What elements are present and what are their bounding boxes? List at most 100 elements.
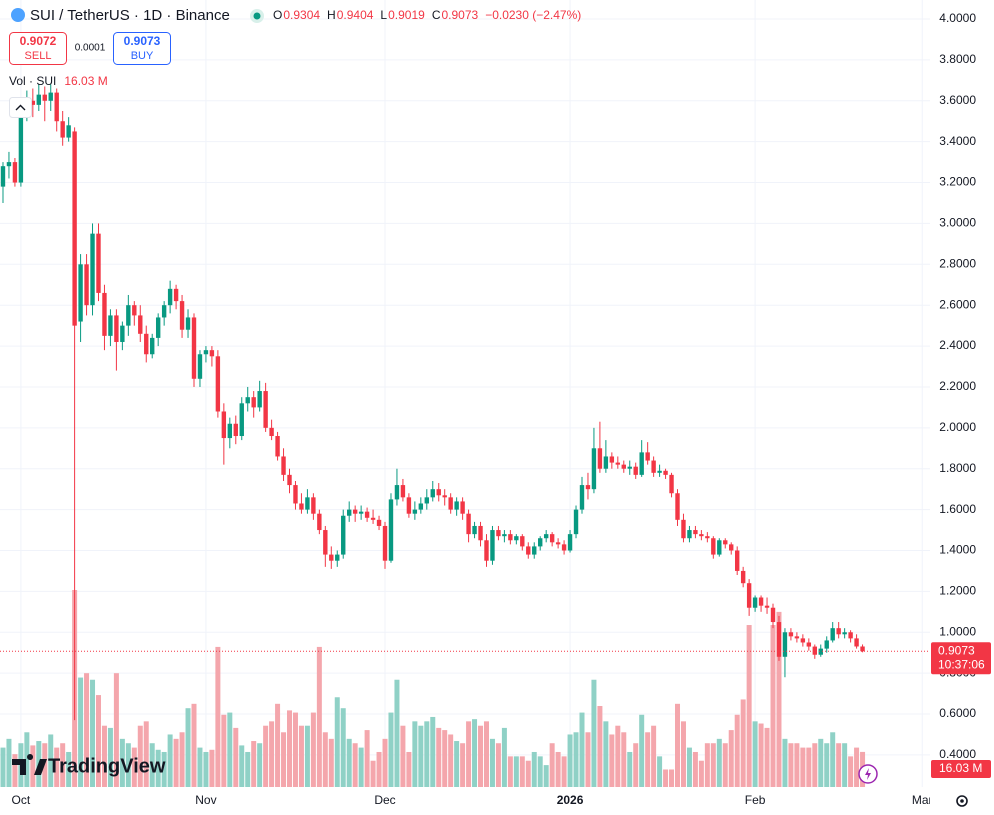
volume-bar xyxy=(95,695,101,787)
candle-body xyxy=(621,464,626,469)
candle-body xyxy=(705,536,710,539)
volume-bar xyxy=(466,721,472,787)
candle-body xyxy=(305,497,310,510)
volume-bar xyxy=(328,738,334,787)
volume-bar xyxy=(6,738,12,787)
candle-body xyxy=(848,632,853,639)
volume-bar xyxy=(782,738,788,787)
candle-body xyxy=(842,632,847,635)
volume-bar xyxy=(179,732,185,787)
volume-bar xyxy=(818,738,824,787)
candle-body xyxy=(263,391,268,428)
candle-body xyxy=(675,493,680,520)
candle-body xyxy=(472,525,477,535)
candle-body xyxy=(699,534,704,537)
x-tick-label: Mar xyxy=(912,793,933,807)
candle-body xyxy=(770,607,776,623)
volume-bar xyxy=(842,743,848,787)
candle-body xyxy=(311,497,316,514)
volume-bar xyxy=(537,756,543,787)
volume-bar xyxy=(585,732,591,787)
volume-bar xyxy=(716,738,722,787)
volume-bar xyxy=(597,706,603,787)
y-tick-label: 1.4000 xyxy=(939,543,976,557)
volume-bar xyxy=(275,703,281,787)
volume-bar xyxy=(704,743,710,787)
volume-bar xyxy=(663,769,669,787)
volume-bar xyxy=(525,760,531,787)
candle-body xyxy=(233,423,238,437)
y-tick-label: 3.2000 xyxy=(939,175,976,189)
candle-body xyxy=(376,519,382,526)
volume-bar xyxy=(215,646,221,787)
candle-body xyxy=(269,427,274,437)
volume-bar xyxy=(155,749,161,787)
volume-bar xyxy=(579,712,585,787)
volume-bar xyxy=(567,734,573,787)
candle-body xyxy=(711,538,716,555)
tv-logo xyxy=(12,754,47,775)
price-label: 0.9073 xyxy=(938,643,975,657)
candle-body xyxy=(60,121,65,138)
candle-body xyxy=(227,423,233,439)
collapse-button[interactable] xyxy=(9,97,32,118)
candle-body xyxy=(687,530,692,539)
candle-body xyxy=(281,456,286,475)
candle-body xyxy=(54,92,59,122)
y-tick-label: 0.4000 xyxy=(939,747,976,761)
volume-bar xyxy=(692,751,698,787)
candle-body xyxy=(341,515,346,555)
volume-bar xyxy=(334,697,340,787)
ohlc-value: 0.9073 xyxy=(441,8,478,22)
candle-body xyxy=(430,489,435,498)
candle-body xyxy=(0,166,6,187)
candle-body xyxy=(460,501,465,514)
volume-bar xyxy=(143,721,149,787)
volume-bar xyxy=(442,730,448,787)
candle-body xyxy=(358,511,364,514)
volume-bar xyxy=(424,721,430,787)
settings-icon[interactable] xyxy=(956,795,968,807)
candle-body xyxy=(603,456,609,469)
volume-bar xyxy=(257,743,263,787)
candle-body xyxy=(567,534,573,551)
volume-bar xyxy=(740,699,746,787)
candle-body xyxy=(549,534,555,543)
candle-body xyxy=(185,317,191,330)
candle-body xyxy=(723,540,728,545)
volume-bar xyxy=(686,747,692,787)
volume-bar xyxy=(382,738,388,787)
candle-body xyxy=(120,325,125,342)
candle-body xyxy=(502,534,507,537)
volume-bar xyxy=(322,732,328,787)
volume-bar xyxy=(233,727,239,787)
sell-button[interactable] xyxy=(9,32,67,65)
y-tick-label: 2.8000 xyxy=(939,256,976,270)
candle-body xyxy=(800,638,806,643)
candle-body xyxy=(681,519,686,539)
candle-body xyxy=(203,350,209,355)
volume-bar xyxy=(854,747,860,787)
candle-body xyxy=(478,525,483,541)
candle-body xyxy=(615,462,621,465)
volume-bar xyxy=(137,725,143,787)
volume-bar xyxy=(472,719,478,787)
volume-bar xyxy=(227,712,233,787)
candle-body xyxy=(627,466,632,469)
candle-body xyxy=(776,622,782,657)
volume-bar xyxy=(298,725,304,787)
volume-bar xyxy=(436,727,442,787)
candle-body xyxy=(394,485,400,500)
candle-body xyxy=(526,546,531,555)
volume-bar xyxy=(149,743,155,787)
candle-body xyxy=(782,632,788,657)
volume-bar xyxy=(543,765,549,787)
volume-bar xyxy=(203,751,209,787)
buy-button[interactable] xyxy=(113,32,171,65)
volume-bar xyxy=(364,730,370,787)
volume-bar xyxy=(173,738,179,787)
candle-body xyxy=(597,448,603,469)
volume-bar xyxy=(615,725,621,787)
